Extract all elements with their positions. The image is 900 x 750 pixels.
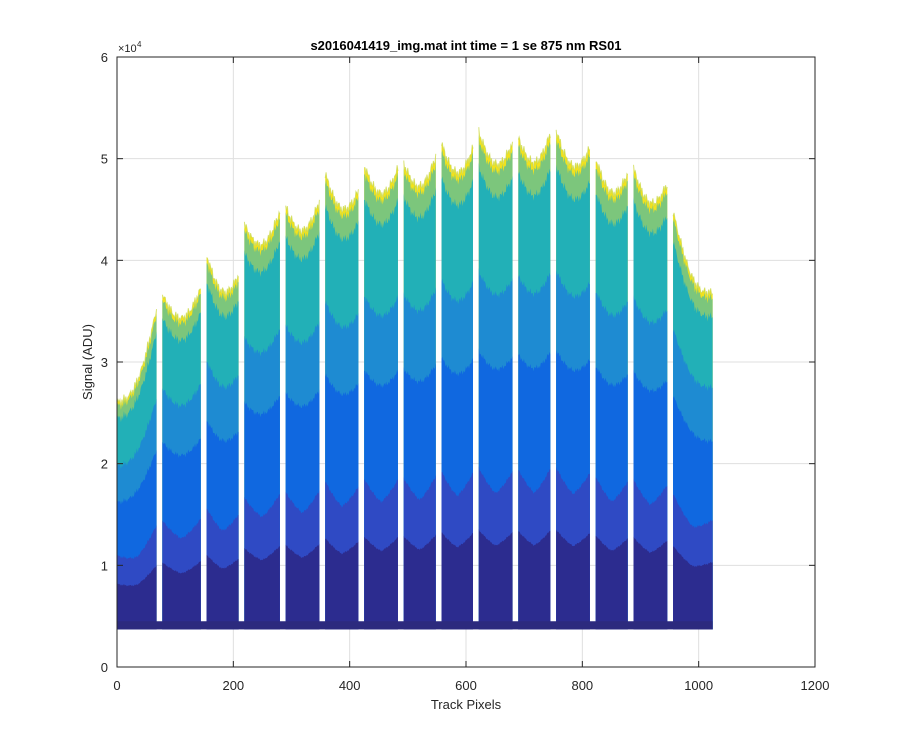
y-exponent-power: 4 [137, 40, 142, 49]
track-segment [441, 142, 474, 630]
signal-envelope [517, 133, 551, 169]
y-tick-label: 0 [101, 660, 108, 675]
signal-band [673, 546, 713, 630]
signal-band [441, 532, 473, 630]
y-tick-label: 6 [101, 50, 108, 65]
signal-band [478, 528, 513, 630]
track-segment [206, 257, 239, 630]
signal-envelope [161, 288, 201, 324]
y-tick-label: 4 [101, 253, 108, 268]
x-tick-label: 400 [339, 678, 361, 693]
signal-band [633, 536, 668, 630]
signal-band [325, 538, 359, 630]
track-segment [285, 199, 320, 630]
track-segment [517, 133, 551, 630]
signal-band [117, 565, 157, 630]
signal-envelope [285, 199, 320, 236]
y-tick-label: 3 [101, 355, 108, 370]
signal-envelope [324, 172, 359, 215]
chart-title: s2016041419_img.mat int time = 1 se 875 … [310, 38, 621, 53]
track-segment [243, 210, 281, 630]
signal-band [285, 543, 320, 630]
track-segment [116, 308, 158, 630]
track-segment [324, 172, 359, 630]
track-segment [161, 288, 201, 630]
track-segment [555, 129, 591, 630]
signal-envelope [595, 161, 629, 198]
signal-envelope [206, 257, 239, 297]
data-area [116, 127, 714, 630]
signal-band [364, 537, 398, 630]
baseline-band [117, 621, 713, 630]
x-tick-label: 600 [455, 678, 477, 693]
signal-envelope [364, 165, 399, 199]
track-segment [595, 161, 629, 630]
signal-band [403, 534, 436, 630]
signal-envelope [403, 153, 437, 193]
tick-labels: 0 200 400 600 800 1000 1200 0 1 2 3 4 5 6 [101, 50, 830, 693]
signal-band [518, 530, 551, 630]
signal-envelope [116, 308, 158, 407]
axes [116, 56, 816, 668]
signal-envelope [243, 210, 281, 251]
y-exponent-base: ×10 [118, 43, 137, 55]
y-tick-label: 5 [101, 152, 108, 167]
x-axis-label: Track Pixels [431, 697, 502, 712]
x-tick-label: 200 [222, 678, 244, 693]
signal-band [595, 535, 628, 630]
x-tick-label: 800 [571, 678, 593, 693]
x-tick-label: 0 [113, 678, 120, 693]
signal-envelope [441, 142, 474, 178]
track-segment [633, 164, 668, 630]
x-tick-label: 1000 [684, 678, 713, 693]
track-segment [364, 165, 399, 630]
track-segment [403, 153, 437, 630]
signal-envelope [555, 129, 591, 172]
y-axis-label: Signal (ADU) [80, 324, 95, 400]
signal-band [162, 561, 201, 630]
signal-envelope [633, 164, 668, 209]
y-tick-label: 1 [101, 558, 108, 573]
y-tick-label: 2 [101, 457, 108, 472]
y-exponent-label: ×10 4 [118, 40, 142, 55]
signal-band [206, 555, 239, 630]
track-segment [478, 127, 514, 630]
x-tick-label: 1200 [801, 678, 830, 693]
track-segment [672, 212, 714, 630]
signal-envelope [478, 127, 514, 170]
signal-band [556, 529, 590, 630]
signal-envelope [672, 212, 714, 299]
signal-band [244, 546, 280, 630]
